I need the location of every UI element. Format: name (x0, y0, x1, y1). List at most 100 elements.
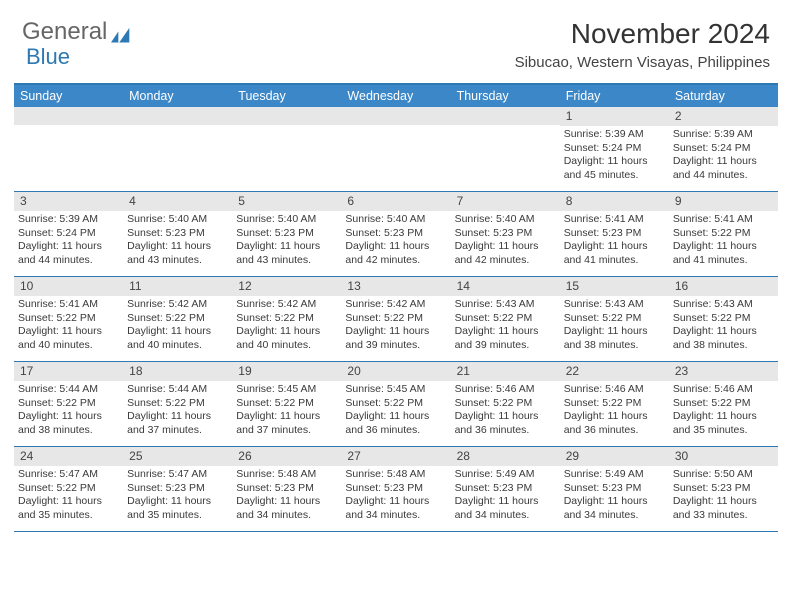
day-cell (341, 107, 450, 191)
weekday-header: Wednesday (341, 85, 450, 107)
day-number (14, 107, 123, 125)
sunset-text: Sunset: 5:22 PM (236, 397, 337, 410)
daylight-text: Daylight: 11 hours and 38 minutes. (673, 325, 774, 352)
sunrise-text: Sunrise: 5:48 AM (236, 468, 337, 481)
sunset-text: Sunset: 5:23 PM (455, 227, 556, 240)
day-number: 3 (14, 192, 123, 211)
sunrise-text: Sunrise: 5:49 AM (564, 468, 665, 481)
week-row: 17Sunrise: 5:44 AMSunset: 5:22 PMDayligh… (14, 362, 778, 447)
sunset-text: Sunset: 5:22 PM (455, 397, 556, 410)
day-cell: 16Sunrise: 5:43 AMSunset: 5:22 PMDayligh… (669, 277, 778, 361)
sunrise-text: Sunrise: 5:42 AM (127, 298, 228, 311)
day-number: 19 (232, 362, 341, 381)
weekday-header: Friday (560, 85, 669, 107)
day-cell: 7Sunrise: 5:40 AMSunset: 5:23 PMDaylight… (451, 192, 560, 276)
sunset-text: Sunset: 5:24 PM (18, 227, 119, 240)
day-cell: 28Sunrise: 5:49 AMSunset: 5:23 PMDayligh… (451, 447, 560, 531)
calendar: SundayMondayTuesdayWednesdayThursdayFrid… (14, 83, 778, 532)
day-cell: 9Sunrise: 5:41 AMSunset: 5:22 PMDaylight… (669, 192, 778, 276)
day-cell: 17Sunrise: 5:44 AMSunset: 5:22 PMDayligh… (14, 362, 123, 446)
sunrise-text: Sunrise: 5:39 AM (564, 128, 665, 141)
day-number: 4 (123, 192, 232, 211)
week-row: 1Sunrise: 5:39 AMSunset: 5:24 PMDaylight… (14, 107, 778, 192)
header: General November 2024 Sibucao, Western V… (0, 0, 792, 75)
daylight-text: Daylight: 11 hours and 40 minutes. (18, 325, 119, 352)
daylight-text: Daylight: 11 hours and 35 minutes. (673, 410, 774, 437)
daylight-text: Daylight: 11 hours and 38 minutes. (18, 410, 119, 437)
month-title: November 2024 (515, 18, 770, 50)
sunrise-text: Sunrise: 5:41 AM (564, 213, 665, 226)
weeks-container: 1Sunrise: 5:39 AMSunset: 5:24 PMDaylight… (14, 107, 778, 532)
sunrise-text: Sunrise: 5:48 AM (345, 468, 446, 481)
day-number: 6 (341, 192, 450, 211)
day-cell: 27Sunrise: 5:48 AMSunset: 5:23 PMDayligh… (341, 447, 450, 531)
day-number: 5 (232, 192, 341, 211)
sunrise-text: Sunrise: 5:46 AM (673, 383, 774, 396)
day-cell: 20Sunrise: 5:45 AMSunset: 5:22 PMDayligh… (341, 362, 450, 446)
daylight-text: Daylight: 11 hours and 43 minutes. (236, 240, 337, 267)
daylight-text: Daylight: 11 hours and 35 minutes. (18, 495, 119, 522)
title-block: November 2024 Sibucao, Western Visayas, … (515, 18, 770, 71)
sunset-text: Sunset: 5:22 PM (345, 397, 446, 410)
sunset-text: Sunset: 5:22 PM (345, 312, 446, 325)
sunset-text: Sunset: 5:24 PM (564, 142, 665, 155)
sunrise-text: Sunrise: 5:42 AM (345, 298, 446, 311)
daylight-text: Daylight: 11 hours and 37 minutes. (127, 410, 228, 437)
day-number (123, 107, 232, 125)
day-cell: 1Sunrise: 5:39 AMSunset: 5:24 PMDaylight… (560, 107, 669, 191)
daylight-text: Daylight: 11 hours and 34 minutes. (345, 495, 446, 522)
sunset-text: Sunset: 5:23 PM (236, 227, 337, 240)
sunset-text: Sunset: 5:22 PM (127, 397, 228, 410)
sunrise-text: Sunrise: 5:45 AM (236, 383, 337, 396)
day-cell: 29Sunrise: 5:49 AMSunset: 5:23 PMDayligh… (560, 447, 669, 531)
sunset-text: Sunset: 5:23 PM (345, 482, 446, 495)
sunrise-text: Sunrise: 5:44 AM (127, 383, 228, 396)
sunset-text: Sunset: 5:22 PM (18, 397, 119, 410)
weekday-header: Saturday (669, 85, 778, 107)
daylight-text: Daylight: 11 hours and 38 minutes. (564, 325, 665, 352)
day-number: 11 (123, 277, 232, 296)
daylight-text: Daylight: 11 hours and 34 minutes. (455, 495, 556, 522)
daylight-text: Daylight: 11 hours and 36 minutes. (455, 410, 556, 437)
weekday-header: Monday (123, 85, 232, 107)
logo-text-1: General (22, 18, 107, 46)
day-cell: 21Sunrise: 5:46 AMSunset: 5:22 PMDayligh… (451, 362, 560, 446)
day-cell: 15Sunrise: 5:43 AMSunset: 5:22 PMDayligh… (560, 277, 669, 361)
daylight-text: Daylight: 11 hours and 36 minutes. (345, 410, 446, 437)
sunset-text: Sunset: 5:22 PM (455, 312, 556, 325)
daylight-text: Daylight: 11 hours and 44 minutes. (18, 240, 119, 267)
sunrise-text: Sunrise: 5:40 AM (127, 213, 228, 226)
day-number: 24 (14, 447, 123, 466)
daylight-text: Daylight: 11 hours and 37 minutes. (236, 410, 337, 437)
sunset-text: Sunset: 5:23 PM (455, 482, 556, 495)
sunset-text: Sunset: 5:22 PM (564, 312, 665, 325)
day-number: 2 (669, 107, 778, 126)
day-cell: 19 Sunrise: 5:45 AMSunset: 5:22 PMDayligh… (232, 362, 341, 446)
day-number: 28 (451, 447, 560, 466)
daylight-text: Daylight: 11 hours and 40 minutes. (236, 325, 337, 352)
sunrise-text: Sunrise: 5:43 AM (673, 298, 774, 311)
day-number: 12 (232, 277, 341, 296)
weekday-header: Sunday (14, 85, 123, 107)
daylight-text: Daylight: 11 hours and 44 minutes. (673, 155, 774, 182)
sunset-text: Sunset: 5:23 PM (236, 482, 337, 495)
day-number: 21 (451, 362, 560, 381)
logo-text-2: Blue (26, 44, 70, 70)
day-cell: 11Sunrise: 5:42 AMSunset: 5:22 PMDayligh… (123, 277, 232, 361)
sunset-text: Sunset: 5:22 PM (18, 312, 119, 325)
day-cell: 8Sunrise: 5:41 AMSunset: 5:23 PMDaylight… (560, 192, 669, 276)
day-cell: 26Sunrise: 5:48 AMSunset: 5:23 PMDayligh… (232, 447, 341, 531)
daylight-text: Daylight: 11 hours and 42 minutes. (455, 240, 556, 267)
day-number: 22 (560, 362, 669, 381)
sunset-text: Sunset: 5:22 PM (673, 397, 774, 410)
daylight-text: Daylight: 11 hours and 33 minutes. (673, 495, 774, 522)
daylight-text: Daylight: 11 hours and 41 minutes. (673, 240, 774, 267)
sunset-text: Sunset: 5:23 PM (127, 227, 228, 240)
day-cell: 13Sunrise: 5:42 AMSunset: 5:22 PMDayligh… (341, 277, 450, 361)
day-cell: 5Sunrise: 5:40 AMSunset: 5:23 PMDaylight… (232, 192, 341, 276)
weekday-header: Thursday (451, 85, 560, 107)
day-number: 30 (669, 447, 778, 466)
day-number: 10 (14, 277, 123, 296)
sunset-text: Sunset: 5:22 PM (673, 312, 774, 325)
weekday-header-row: SundayMondayTuesdayWednesdayThursdayFrid… (14, 85, 778, 107)
